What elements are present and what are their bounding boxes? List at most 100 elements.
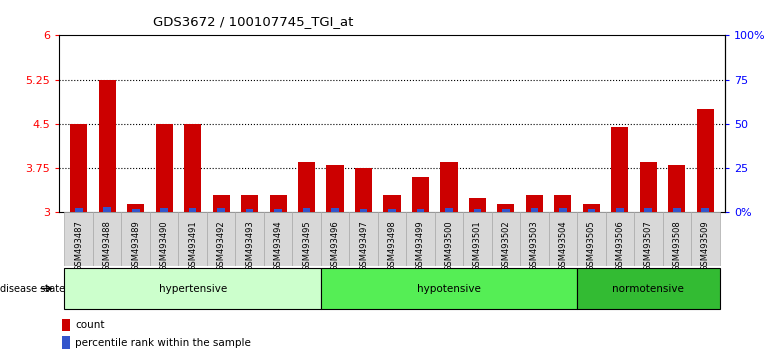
Bar — [103, 207, 111, 212]
Bar — [75, 208, 82, 212]
Bar — [502, 209, 510, 212]
Bar — [270, 195, 287, 212]
Text: GSM493491: GSM493491 — [188, 220, 197, 271]
Bar — [616, 208, 624, 212]
Bar — [217, 209, 225, 212]
Text: GSM493498: GSM493498 — [387, 220, 397, 271]
Bar — [549, 212, 577, 266]
Text: GSM493502: GSM493502 — [502, 220, 510, 271]
Bar — [406, 212, 434, 266]
Bar — [360, 209, 368, 212]
Bar — [292, 212, 321, 266]
Text: disease state: disease state — [0, 284, 65, 293]
Bar — [520, 212, 549, 266]
Bar — [691, 212, 720, 266]
Bar — [62, 319, 71, 331]
Bar — [445, 209, 453, 212]
Bar — [331, 209, 339, 212]
Bar — [127, 204, 144, 212]
Bar — [531, 209, 539, 212]
Bar — [350, 212, 378, 266]
Bar — [634, 212, 662, 266]
Bar — [673, 208, 681, 212]
Text: GSM493505: GSM493505 — [587, 220, 596, 271]
Bar — [64, 268, 321, 309]
Bar — [122, 212, 150, 266]
Bar — [212, 195, 230, 212]
Text: GSM493500: GSM493500 — [445, 220, 453, 271]
Bar — [355, 168, 372, 212]
Bar — [662, 212, 691, 266]
Bar — [644, 208, 652, 212]
Bar — [702, 208, 709, 212]
Bar — [207, 212, 235, 266]
Bar — [587, 209, 595, 212]
Bar — [62, 336, 71, 349]
Bar — [668, 165, 685, 212]
Bar — [156, 124, 172, 212]
Bar — [497, 204, 514, 212]
Bar — [71, 124, 87, 212]
Bar — [416, 209, 424, 212]
Text: GSM493488: GSM493488 — [103, 220, 111, 271]
Text: GSM493503: GSM493503 — [530, 220, 539, 271]
Bar — [697, 109, 713, 212]
Bar — [321, 268, 577, 309]
Bar — [160, 208, 168, 212]
Bar — [184, 124, 201, 212]
Bar — [383, 195, 401, 212]
Text: GSM493490: GSM493490 — [160, 220, 169, 271]
Text: normotensive: normotensive — [612, 284, 684, 293]
Bar — [463, 212, 492, 266]
Bar — [526, 195, 543, 212]
Bar — [612, 127, 628, 212]
Bar — [132, 209, 140, 212]
Bar — [241, 195, 258, 212]
Bar — [326, 165, 343, 212]
Bar — [577, 268, 720, 309]
Bar — [264, 212, 292, 266]
Bar — [474, 209, 481, 212]
Bar — [298, 162, 315, 212]
Bar — [492, 212, 520, 266]
Text: GSM493492: GSM493492 — [216, 220, 226, 271]
Text: GSM493489: GSM493489 — [131, 220, 140, 271]
Bar — [388, 209, 396, 212]
Bar — [64, 212, 93, 266]
Bar — [559, 209, 567, 212]
Bar — [235, 212, 264, 266]
Bar — [583, 204, 600, 212]
Bar — [577, 212, 605, 266]
Bar — [150, 212, 179, 266]
Bar — [441, 162, 458, 212]
Bar — [303, 208, 310, 212]
Bar — [274, 209, 282, 212]
Text: GSM493501: GSM493501 — [473, 220, 482, 271]
Bar — [321, 212, 350, 266]
Bar — [605, 212, 634, 266]
Bar — [93, 212, 122, 266]
Bar — [189, 208, 197, 212]
Text: GSM493508: GSM493508 — [673, 220, 681, 271]
Bar — [640, 162, 657, 212]
Text: GSM493506: GSM493506 — [615, 220, 624, 271]
Text: GSM493509: GSM493509 — [701, 220, 710, 271]
Text: GSM493497: GSM493497 — [359, 220, 368, 271]
Text: count: count — [75, 320, 105, 330]
Bar — [245, 209, 253, 212]
Text: GSM493499: GSM493499 — [416, 220, 425, 271]
Text: GSM493496: GSM493496 — [331, 220, 339, 271]
Text: hypertensive: hypertensive — [158, 284, 227, 293]
Bar — [554, 195, 572, 212]
Bar — [412, 177, 429, 212]
Text: GSM493487: GSM493487 — [74, 220, 83, 271]
Bar — [179, 212, 207, 266]
Text: hypotensive: hypotensive — [417, 284, 481, 293]
Text: percentile rank within the sample: percentile rank within the sample — [75, 338, 252, 348]
Text: GSM493507: GSM493507 — [644, 220, 653, 271]
Bar — [469, 198, 486, 212]
Bar — [378, 212, 406, 266]
Bar — [434, 212, 463, 266]
Text: GSM493495: GSM493495 — [302, 220, 311, 271]
Text: GSM493494: GSM493494 — [274, 220, 282, 271]
